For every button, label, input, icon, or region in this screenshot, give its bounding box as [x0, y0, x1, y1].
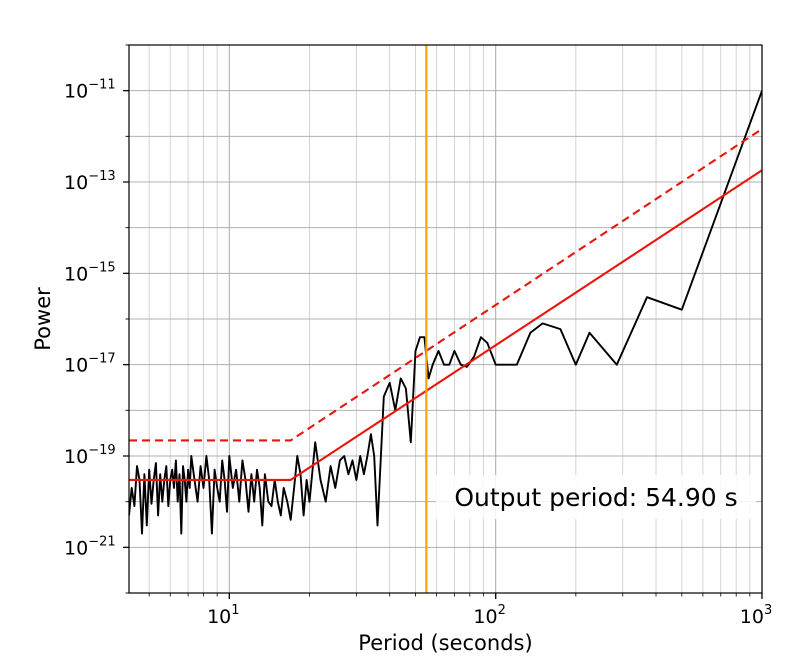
y-tick-base: 10: [64, 537, 88, 559]
y-tick-label: 10−21: [64, 534, 116, 559]
y-tick-base: 10: [64, 446, 88, 468]
y-tick-base: 10: [64, 355, 88, 377]
x-tick-exponent: 3: [764, 603, 772, 618]
x-tick-label: 101: [207, 603, 239, 628]
fit-line: [129, 169, 762, 481]
y-axis-label: Power: [31, 287, 55, 351]
annotation: Output period: 54.90 s: [436, 475, 756, 519]
annotation-text: Output period: 54.90 s: [454, 483, 737, 512]
y-tick-label: 10−17: [64, 352, 116, 377]
y-tick-base: 10: [64, 172, 88, 194]
y-tick-label: 10−15: [64, 260, 116, 285]
series-layer: [129, 90, 762, 535]
y-tick-exponent: −19: [88, 443, 115, 458]
x-tick-base: 10: [740, 606, 764, 628]
significance-line: [129, 128, 762, 442]
y-tick-label: 10−13: [64, 169, 116, 194]
x-axis-label: Period (seconds): [358, 631, 532, 655]
x-tick-label: 103: [740, 603, 772, 628]
annotation-box: [436, 475, 756, 519]
x-tick-base: 10: [473, 606, 497, 628]
x-tick-label: 102: [473, 603, 505, 628]
x-tick-exponent: 1: [231, 603, 239, 618]
y-tick-base: 10: [64, 263, 88, 285]
y-tick-exponent: −11: [88, 78, 115, 93]
x-tick-base: 10: [207, 606, 231, 628]
y-tick-exponent: −17: [88, 352, 115, 367]
y-tick-base: 10: [64, 81, 88, 103]
y-tick-label: 10−11: [64, 78, 116, 103]
y-tick-exponent: −15: [88, 260, 115, 275]
y-tick-label: 10−19: [64, 443, 116, 468]
y-tick-exponent: −21: [88, 534, 115, 549]
y-tick-exponent: −13: [88, 169, 115, 184]
x-tick-exponent: 2: [498, 603, 506, 618]
